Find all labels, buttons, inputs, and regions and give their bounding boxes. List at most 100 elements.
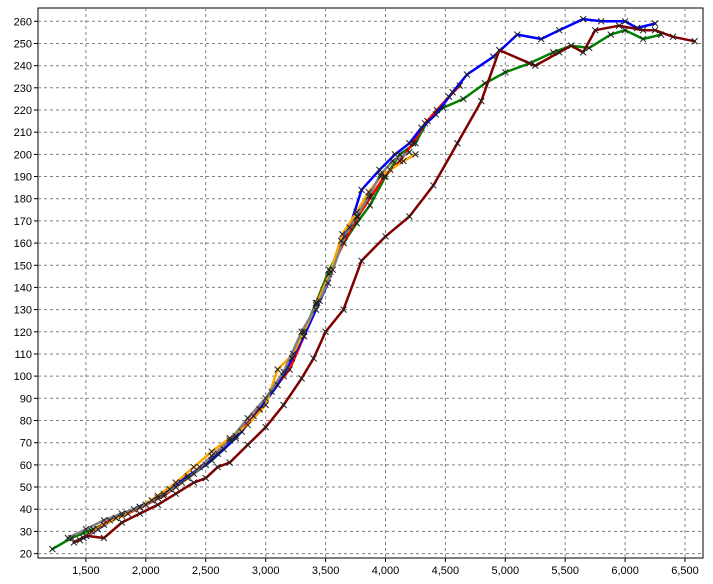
data-point-marker (160, 490, 168, 498)
x-tick-label: 4,500 (432, 565, 460, 577)
data-point-marker (501, 68, 509, 76)
data-point-marker (651, 20, 659, 27)
data-point-marker (406, 139, 413, 147)
data-point-marker (365, 193, 373, 200)
y-tick-label: 190 (14, 172, 32, 184)
data-point-marker (579, 49, 587, 56)
data-point-marker (324, 279, 332, 287)
data-point-marker (256, 406, 264, 413)
data-point-marker (250, 412, 258, 420)
data-point-marker (495, 46, 503, 54)
x-tick-label: 5,500 (551, 565, 579, 577)
y-tick-label: 90 (20, 393, 32, 405)
data-point-marker (400, 157, 407, 165)
y-tick-label: 150 (14, 260, 32, 272)
data-point-marker (555, 49, 563, 56)
data-point-marker (100, 516, 108, 524)
y-tick-label: 200 (14, 149, 32, 161)
data-point-marker (190, 479, 198, 486)
data-point-marker (274, 381, 281, 389)
data-point-marker (232, 434, 240, 442)
data-point-marker (184, 472, 192, 480)
y-tick-label: 40 (20, 504, 32, 516)
y-tick-label: 110 (14, 349, 32, 361)
data-point-marker (621, 26, 629, 34)
data-point-marker (298, 375, 305, 382)
data-point-marker (100, 534, 108, 542)
data-point-marker (214, 450, 222, 458)
data-point-marker (382, 233, 389, 240)
x-tick-label: 5,000 (492, 565, 520, 577)
data-point-marker (300, 328, 308, 336)
data-point-marker (82, 525, 90, 533)
y-tick-label: 20 (20, 549, 32, 561)
data-point-marker (154, 494, 162, 502)
data-point-marker (376, 166, 383, 174)
data-point-marker (274, 366, 281, 373)
series-line-4 (66, 150, 411, 540)
marker-group (49, 15, 698, 553)
data-point-marker (657, 31, 665, 38)
grid (38, 8, 703, 558)
data-point-marker (118, 512, 126, 520)
data-point-marker (669, 33, 677, 41)
data-point-marker (280, 401, 287, 409)
data-point-marker (262, 423, 270, 431)
data-point-marker (262, 401, 270, 409)
data-point-marker (166, 485, 174, 493)
data-point-marker (354, 213, 362, 220)
data-point-marker (337, 237, 345, 245)
data-point-marker (463, 71, 471, 78)
data-point-marker (226, 437, 234, 444)
plot-area (37, 7, 704, 559)
data-point-marker (421, 119, 429, 127)
data-point-marker (322, 328, 329, 336)
y-tick-label: 60 (20, 460, 32, 472)
data-point-marker (142, 501, 150, 509)
data-point-marker (312, 299, 320, 307)
x-tick-label: 6,000 (611, 565, 639, 577)
data-point-marker (226, 459, 234, 466)
data-point-marker (382, 173, 389, 180)
data-point-marker (202, 461, 210, 469)
data-point-marker (244, 414, 252, 422)
data-point-marker (389, 157, 397, 165)
data-point-marker (432, 111, 440, 118)
data-point-marker (202, 474, 210, 482)
data-point-marker (106, 516, 114, 524)
data-point-marker (651, 26, 659, 34)
data-point-marker (310, 355, 317, 362)
data-point-marker (70, 539, 78, 546)
data-point-marker (130, 505, 138, 513)
y-tick-label: 220 (14, 105, 32, 117)
x-tick-label: 1,500 (72, 565, 100, 577)
x-tick-label: 2,500 (192, 565, 220, 577)
data-point-marker (298, 328, 305, 336)
data-point-marker (358, 257, 365, 265)
data-point-marker (412, 139, 419, 147)
data-point-marker (454, 139, 461, 147)
data-point-marker (555, 26, 563, 34)
data-point-marker (118, 510, 126, 517)
data-point-marker (579, 15, 587, 23)
data-point-marker (585, 44, 593, 52)
data-point-marker (386, 166, 394, 174)
data-point-marker (412, 151, 419, 158)
axis-ticks: 1,500 2,000 2,500 3,000 3,500 4,000 4,500 5,000… (14, 16, 699, 577)
data-point-marker (341, 233, 349, 240)
y-tick-label: 120 (14, 327, 32, 339)
data-point-marker (244, 441, 252, 449)
data-point-marker (172, 490, 180, 498)
y-tick-label: 250 (14, 39, 32, 51)
data-point-marker (439, 104, 447, 112)
y-tick-label: 210 (14, 127, 32, 139)
data-point-marker (477, 97, 485, 105)
data-point-marker (353, 219, 361, 227)
data-point-marker (567, 42, 575, 50)
data-point-marker (481, 80, 489, 87)
data-point-marker (316, 297, 323, 305)
data-point-marker (597, 17, 605, 25)
data-point-marker (184, 474, 192, 482)
